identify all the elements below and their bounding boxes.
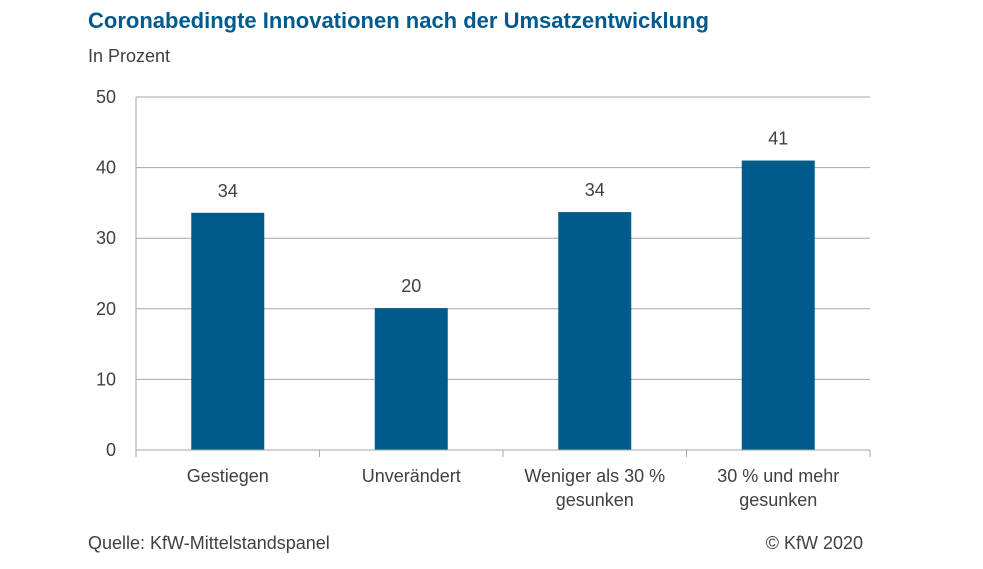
x-axis-tick-labels: Gestiegen Unverändert Weniger als 30 % gesu… — [187, 466, 840, 510]
y-tick-label: 30 — [96, 228, 116, 248]
bar — [741, 160, 815, 451]
chart-title: Coronabedingte Innovationen nach der Ums… — [88, 8, 709, 33]
y-tick-label: 10 — [96, 369, 116, 389]
bar — [374, 308, 448, 450]
data-label: 34 — [585, 180, 605, 200]
y-tick-label: 50 — [96, 87, 116, 107]
x-tick-label: Gestiegen — [187, 466, 269, 486]
source-note: Quelle: KfW-Mittelstandspanel — [88, 533, 330, 553]
data-label: 34 — [218, 181, 238, 201]
x-tick-label: 30 % und mehr gesunken — [717, 466, 839, 510]
data-label: 41 — [768, 129, 788, 149]
bar — [558, 212, 632, 450]
chart-subtitle: In Prozent — [88, 46, 171, 66]
x-tick-label: Weniger als 30 % gesunken — [524, 466, 665, 510]
y-tick-label: 20 — [96, 299, 116, 319]
copyright-note: © KfW 2020 — [765, 533, 863, 553]
y-axis-ticks: 0 10 20 30 40 50 — [96, 87, 116, 460]
y-tick-label: 0 — [106, 440, 116, 460]
data-labels: 34 20 34 41 — [218, 129, 789, 297]
bars — [191, 160, 815, 451]
bar — [191, 212, 265, 450]
x-axis — [135, 97, 871, 457]
data-label: 20 — [401, 276, 421, 296]
y-tick-label: 40 — [96, 158, 116, 178]
x-tick-label: Unverändert — [362, 466, 461, 486]
